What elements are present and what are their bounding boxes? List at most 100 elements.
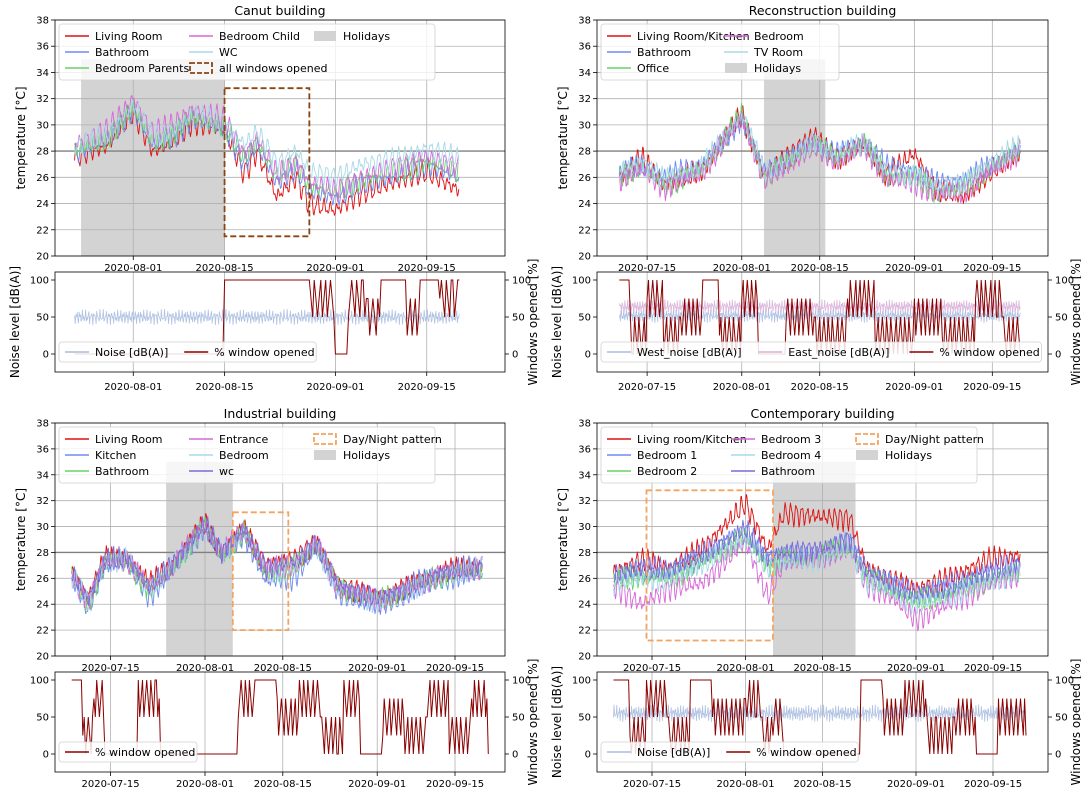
legend-entry: % window opened <box>939 346 1039 359</box>
y-tick-label: 24 <box>36 600 49 611</box>
y-tick-label: 26 <box>36 173 49 184</box>
legend-entry: Day/Night pattern <box>885 433 984 446</box>
pattern-box <box>231 511 290 632</box>
windows-legend: Noise [dB(A)] % window opened <box>600 741 859 763</box>
windows-opened-line <box>71 679 489 755</box>
legend-entry: Office <box>637 62 669 75</box>
x-tick-label: 2020-07-15 <box>623 663 681 674</box>
series-line-0 <box>74 102 460 216</box>
series-line-4 <box>619 109 1021 198</box>
legend-frame <box>58 23 436 81</box>
windows-opened-line <box>619 279 1021 355</box>
y-tick-label: 100 <box>572 676 591 687</box>
x-tick-label: 2020-08-15 <box>791 382 849 393</box>
x-tick-label: 2020-09-15 <box>398 263 456 274</box>
x-tick-label: 2020-09-01 <box>348 779 406 790</box>
pattern-box <box>645 489 774 642</box>
y-tick-label: 28 <box>578 147 591 158</box>
y-tick-label: 28 <box>578 548 591 559</box>
y-tick-label: 0 <box>43 750 49 761</box>
y-tick-label: 36 <box>578 444 591 455</box>
y-tick-label: 38 <box>578 16 591 27</box>
chart-title: Industrial building <box>224 406 337 421</box>
y-tick-label: 38 <box>36 419 49 430</box>
temperature-axes: 20 22 24 26 28 30 32 34 36 38 2020-07-15 2020-08-01… <box>556 406 1049 674</box>
axes-frame <box>54 271 506 373</box>
legend-entry: Bathroom <box>761 465 815 478</box>
temperature-legend: Living Room Bathroom Bedroom Parents Bedroo… <box>58 23 436 81</box>
y-tick-label: 32 <box>578 94 591 105</box>
series-group <box>74 94 460 216</box>
y-tick-label: 26 <box>36 574 49 585</box>
y-tick-label: 0 <box>585 350 591 361</box>
temperature-axes: 20 22 24 26 28 30 32 34 36 38 2020-07-15 2020-08-01… <box>556 3 1049 274</box>
panel-reconstruction: 20 22 24 26 28 30 32 34 36 38 2020-07-15 2020-08-01… <box>550 3 1081 393</box>
series-line-5 <box>613 519 1021 600</box>
temperature-axes: 20 22 24 26 28 30 32 34 36 38 2020-07-15 2020-08-01… <box>14 406 506 674</box>
x-tick-label: 2020-09-01 <box>887 663 945 674</box>
legend-entry: Bedroom 3 <box>761 433 821 446</box>
panel-industrial: 20 22 24 26 28 30 32 34 36 38 2020-07-15 2020-08-01… <box>14 406 540 790</box>
x-tick-label: 2020-08-01 <box>176 779 234 790</box>
legend-entry: Kitchen <box>95 449 136 462</box>
y-tick-label-right: 100 <box>1055 676 1074 687</box>
series-group <box>613 493 1021 632</box>
y-tick-label: 24 <box>36 199 49 210</box>
y-tick-label: 36 <box>578 42 591 53</box>
x-tick-label: 2020-08-15 <box>793 779 851 790</box>
y-axis-label-right: Windows opened [%] <box>1069 259 1081 386</box>
x-tick-label: 2020-09-01 <box>306 263 364 274</box>
legend-entry: Bedroom 2 <box>637 465 697 478</box>
x-tick-label: 2020-08-01 <box>716 779 774 790</box>
panel-contemporary: 20 22 24 26 28 30 32 34 36 38 2020-07-15 2020-08-01… <box>550 406 1081 790</box>
y-tick-label: 0 <box>43 350 49 361</box>
temperature-legend: Living room/Kitchen Bedroom 1 Bedroom 2 Bed… <box>600 426 984 484</box>
x-tick-label: 2020-08-15 <box>791 263 849 274</box>
y-tick-label-right: 100 <box>512 276 531 287</box>
legend-entry: Holidays <box>754 62 801 75</box>
axes-frame <box>54 671 506 773</box>
axes-frame <box>596 19 1049 257</box>
legend-entry: Bedroom <box>219 449 269 462</box>
y-tick-label: 100 <box>30 676 49 687</box>
y-axis-label-left: Noise level [dB(A)] <box>550 266 564 378</box>
y-tick-label: 20 <box>578 252 591 263</box>
legend-entry: all windows opened <box>219 62 328 75</box>
y-axis-label-left: Noise level [dB(A)] <box>550 666 564 778</box>
chart-title: Reconstruction building <box>749 3 897 18</box>
y-tick-label: 20 <box>36 252 49 263</box>
legend-frame <box>58 741 198 763</box>
x-tick-label: 2020-09-15 <box>398 382 456 393</box>
x-tick-label: 2020-09-01 <box>348 663 406 674</box>
legend-entry: Bedroom Parents <box>95 62 189 75</box>
y-axis-label-right: Windows opened [%] <box>526 659 540 786</box>
y-tick-label: 50 <box>578 313 591 324</box>
y-axis-label-right: Windows opened [%] <box>526 259 540 386</box>
legend-entry: Living Room <box>95 433 163 446</box>
y-tick-label: 28 <box>36 548 49 559</box>
x-tick-label: 2020-09-15 <box>964 663 1022 674</box>
y-tick-label: 24 <box>578 199 591 210</box>
series-line-4 <box>71 521 483 614</box>
temperature-legend: Living Room Kitchen Bathroom Entrance Bedroo… <box>58 426 442 484</box>
x-tick-label: 2020-07-15 <box>618 382 676 393</box>
y-tick-label: 20 <box>578 652 591 663</box>
legend-swatch-box <box>855 433 879 445</box>
temperature-axes: 20 22 24 26 28 30 32 34 36 38 2020-08-01 2020-08-15… <box>14 3 506 274</box>
x-tick-label: 2020-09-01 <box>306 382 364 393</box>
legend-entry: Bathroom <box>95 465 149 478</box>
x-tick-label: 2020-07-15 <box>623 779 681 790</box>
x-tick-label: 2020-08-01 <box>104 263 162 274</box>
y-axis-label-left: Noise level [dB(A)] <box>8 266 22 378</box>
y-tick-label: 50 <box>36 313 49 324</box>
x-tick-label: 2020-08-01 <box>716 663 774 674</box>
x-tick-label: 2020-09-15 <box>426 663 484 674</box>
chart-title: Canut building <box>234 3 325 18</box>
legend-entry: WC <box>219 46 238 59</box>
y-tick-label: 50 <box>578 713 591 724</box>
y-axis-label-right: Windows opened [%] <box>1069 659 1081 786</box>
y-tick-label-right: 50 <box>512 313 525 324</box>
noise-line-1 <box>618 299 1021 315</box>
series-line-3 <box>613 537 1021 632</box>
